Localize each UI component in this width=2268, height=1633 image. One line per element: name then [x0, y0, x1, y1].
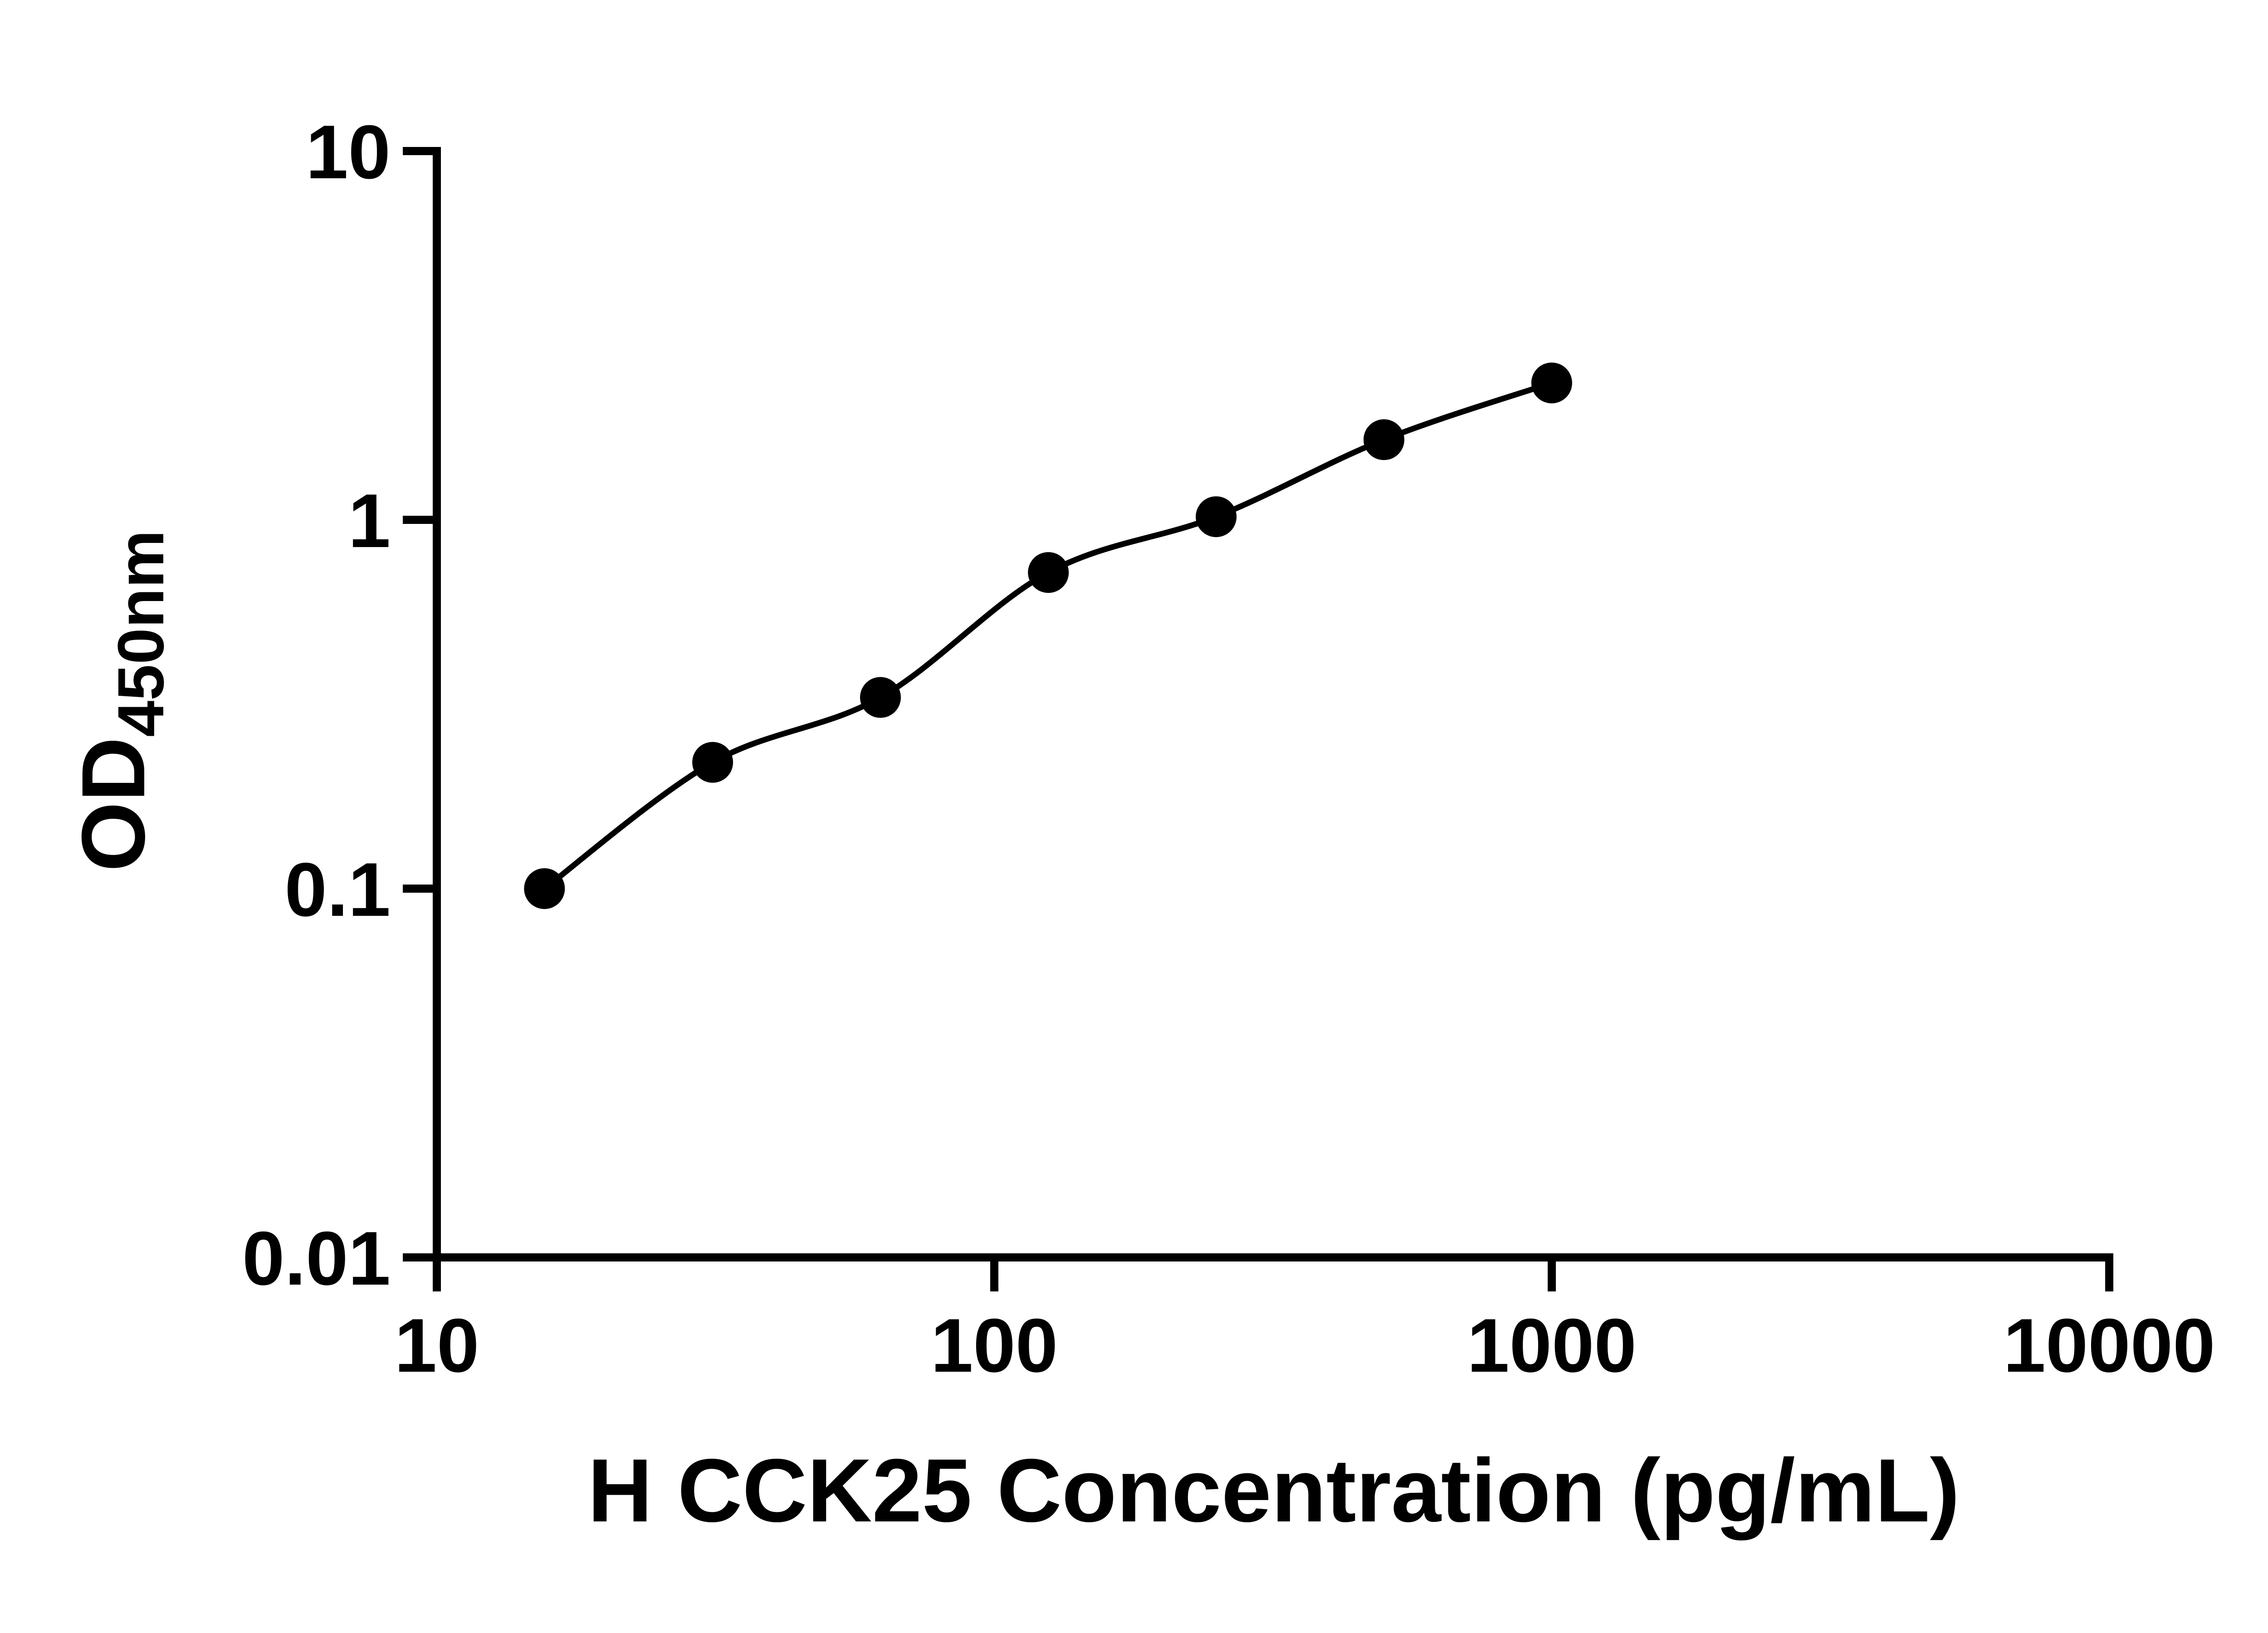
y-axis-title-main: OD: [63, 737, 163, 872]
x-tick-label: 1000: [1467, 1303, 1637, 1388]
data-point: [1028, 552, 1069, 593]
data-point: [1364, 419, 1404, 460]
data-point: [1531, 362, 1572, 404]
fit-curve: [543, 380, 1553, 891]
y-tick-label: 0.01: [242, 1216, 391, 1301]
data-point: [524, 868, 565, 909]
y-tick-label: 10: [306, 109, 391, 195]
x-tick-label: 10000: [2003, 1303, 2215, 1388]
data-point: [692, 742, 733, 783]
data-point: [1196, 496, 1237, 538]
y-axis-title: OD450nm: [63, 530, 177, 871]
y-tick-label: 0.1: [284, 847, 391, 932]
x-tick-label: 10: [395, 1303, 479, 1388]
data-point: [860, 677, 901, 718]
plot-area: 10 100 1000 10000 0.01 0.1 1 10: [242, 109, 2215, 1388]
x-axis-title: H CCK25 Concentration (pg/mL): [587, 1440, 1960, 1540]
y-tick-label: 1: [348, 478, 391, 563]
y-axis-title-subscript: 450nm: [104, 530, 177, 737]
x-tick-label: 100: [931, 1303, 1058, 1388]
